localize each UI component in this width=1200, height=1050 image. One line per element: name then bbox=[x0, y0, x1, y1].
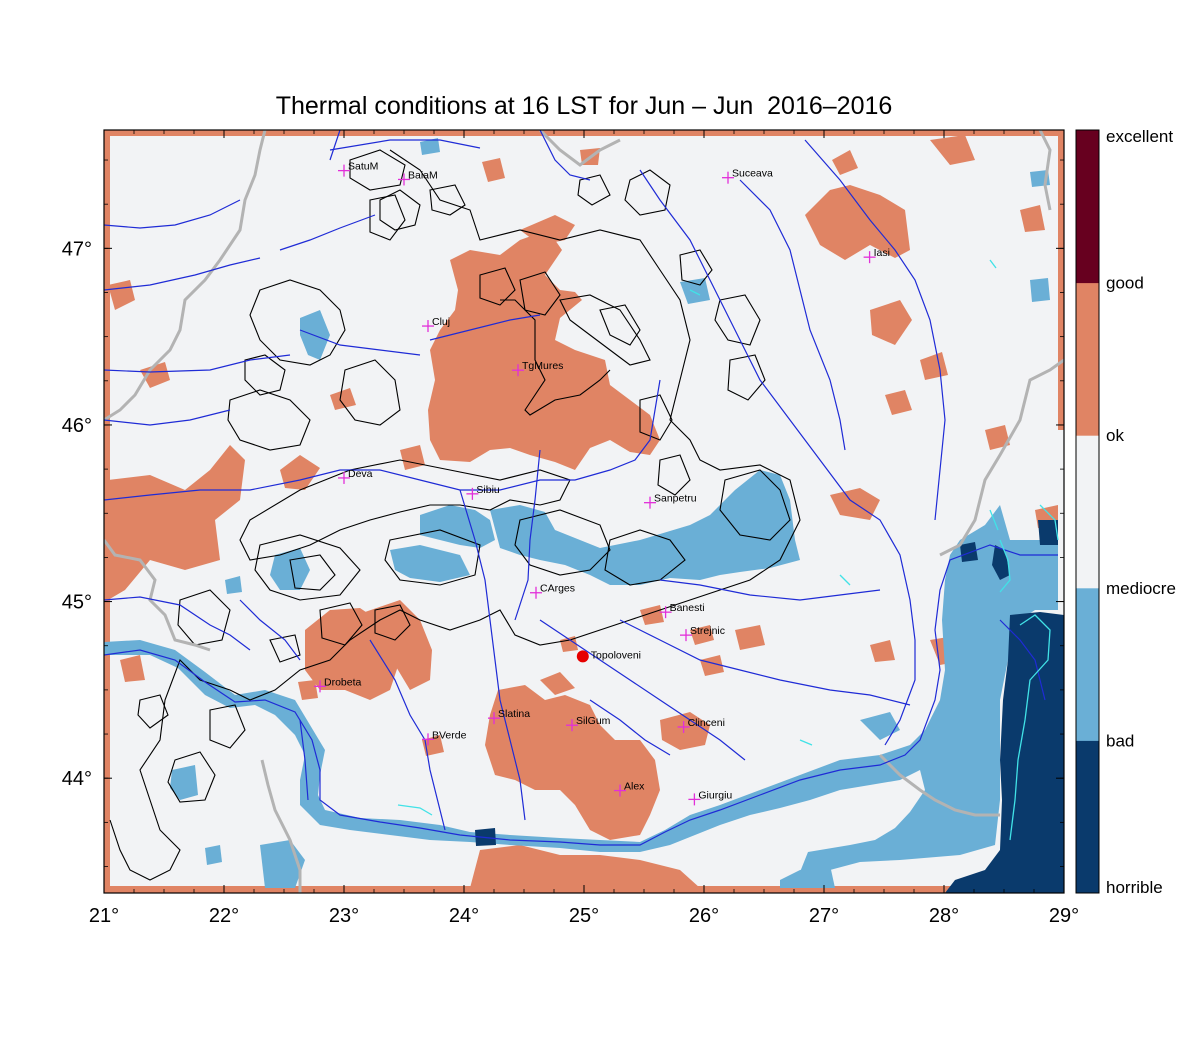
bad-regions bbox=[475, 520, 1064, 893]
country-borders bbox=[104, 130, 1064, 893]
city-strejnic: Strejnic bbox=[680, 625, 725, 642]
city-label: BVerde bbox=[432, 729, 467, 741]
x-tick-label: 27° bbox=[809, 905, 839, 927]
city-label: SilGum bbox=[576, 715, 611, 727]
city-label: Drobeta bbox=[324, 676, 362, 688]
city-suceava: Suceava bbox=[722, 168, 773, 184]
city-drobeta: Drobeta bbox=[314, 676, 362, 693]
city-label: Deva bbox=[348, 468, 373, 480]
site-marker bbox=[576, 650, 589, 663]
legend-label-horrible: horrible bbox=[1106, 878, 1163, 897]
city-iasi: Iasi bbox=[863, 247, 890, 264]
city-sanpetru: Sanpetru bbox=[644, 493, 697, 509]
city-tgmures: TgMures bbox=[512, 360, 563, 377]
city-clinceni: Clinceni bbox=[677, 717, 725, 733]
city-label: Suceava bbox=[732, 168, 773, 180]
city-label: Sanpetru bbox=[654, 493, 697, 505]
city-silgum: SilGum bbox=[566, 715, 611, 732]
city-alex: Alex bbox=[614, 781, 645, 797]
legend-label-ok: ok bbox=[1106, 426, 1124, 445]
city-label: Sibiu bbox=[476, 484, 500, 496]
city-label: Strejnic bbox=[690, 625, 725, 637]
x-axis: 21° 22° 23° 24° 25° 26° 27° 28° 29° bbox=[89, 130, 1079, 927]
legend-band-mediocre bbox=[1076, 435, 1099, 589]
city-label: Cluj bbox=[432, 316, 450, 328]
y-tick-label: 44° bbox=[62, 768, 92, 790]
city-sibiu: Sibiu bbox=[466, 484, 500, 500]
city-label: CArges bbox=[540, 583, 575, 595]
city-bverde: BVerde bbox=[422, 729, 467, 746]
legend-band-good bbox=[1076, 130, 1099, 284]
x-tick-label: 22° bbox=[209, 905, 239, 927]
city-carges: CArges bbox=[530, 583, 575, 599]
lakes bbox=[397, 259, 1059, 841]
city-label: Giurgiu bbox=[698, 789, 732, 801]
city-label: SatuM bbox=[348, 161, 378, 173]
city-deva: Deva bbox=[338, 468, 373, 484]
city-label: Iasi bbox=[874, 247, 890, 259]
city-label: BaiaM bbox=[408, 169, 438, 181]
legend-frame bbox=[1075, 129, 1100, 894]
city-cluj: Cluj bbox=[422, 316, 450, 333]
city-label: Slatina bbox=[498, 708, 530, 720]
legend-label-mediocre: mediocre bbox=[1106, 579, 1176, 598]
legend-band-ok bbox=[1076, 282, 1099, 436]
terrain-contours bbox=[109, 149, 801, 881]
x-tick-label: 23° bbox=[329, 905, 359, 927]
city-markers: SatuM BaiaM Suceava Iasi Cluj TgMures Deva Sibi… bbox=[314, 161, 890, 806]
city-banesti: Banesti bbox=[659, 602, 705, 619]
map-title: Thermal conditions at 16 LST for Jun – J… bbox=[275, 92, 893, 120]
city-baiam: BaiaM bbox=[398, 169, 438, 186]
city-label: Clinceni bbox=[688, 717, 725, 729]
legend-label-excellent: excellent bbox=[1106, 127, 1173, 146]
legend-label-good: good bbox=[1106, 274, 1144, 293]
city-label: Alex bbox=[624, 781, 645, 793]
x-tick-label: 21° bbox=[89, 905, 119, 927]
legend-colorbar: excellent good ok mediocre bad horrible bbox=[1075, 127, 1176, 897]
site-label: Topoloveni bbox=[591, 649, 641, 661]
rivers bbox=[104, 130, 1058, 846]
legend-label-bad: bad bbox=[1106, 731, 1134, 750]
legend-band-bad bbox=[1076, 587, 1099, 741]
legend-band-horrible bbox=[1076, 740, 1099, 894]
x-tick-label: 25° bbox=[569, 905, 599, 927]
y-axis: 44° 45° 46° 47° bbox=[62, 159, 1064, 867]
x-tick-label: 29° bbox=[1049, 905, 1079, 927]
city-giurgiu: Giurgiu bbox=[688, 789, 732, 806]
mediocre-regions bbox=[104, 138, 1058, 888]
city-label: Banesti bbox=[670, 602, 705, 614]
x-tick-label: 26° bbox=[689, 905, 719, 927]
city-slatina: Slatina bbox=[488, 708, 530, 725]
y-tick-label: 47° bbox=[62, 238, 92, 260]
topoloveni-site: Topoloveni bbox=[576, 649, 641, 663]
y-tick-label: 46° bbox=[62, 415, 92, 437]
city-label: TgMures bbox=[522, 360, 563, 372]
x-tick-label: 28° bbox=[929, 905, 959, 927]
city-satum: SatuM bbox=[338, 161, 378, 177]
x-tick-label: 24° bbox=[449, 905, 479, 927]
y-tick-label: 45° bbox=[62, 592, 92, 614]
